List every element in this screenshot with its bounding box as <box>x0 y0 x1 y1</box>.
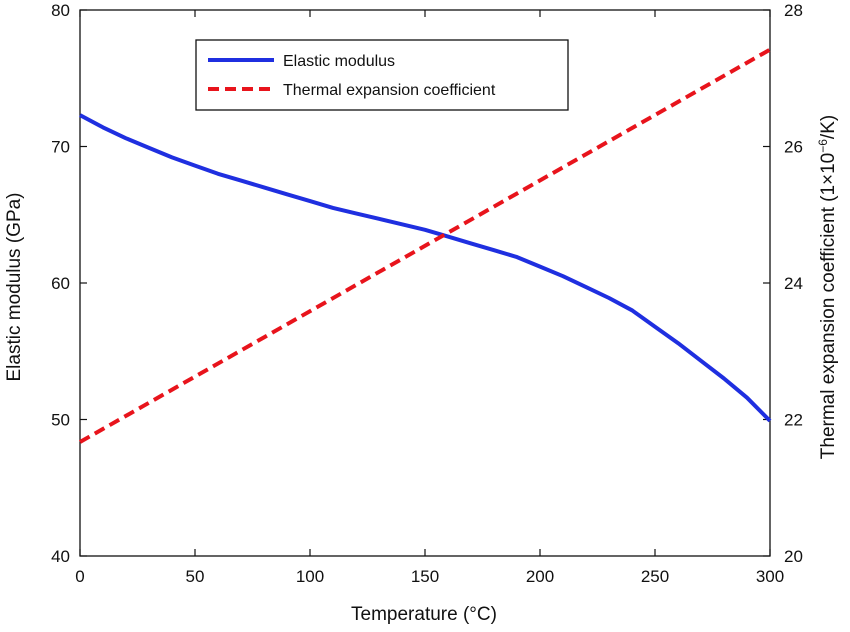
legend-label-elastic-modulus: Elastic modulus <box>283 53 395 70</box>
legend-label-thermal-expansion: Thermal expansion coefficient <box>283 82 496 99</box>
right-y-tick-label: 24 <box>784 274 803 293</box>
x-tick-label: 0 <box>75 567 84 586</box>
x-tick-label: 100 <box>296 567 324 586</box>
x-tick-label: 150 <box>411 567 439 586</box>
right-y-axis-title-superscript: −6 <box>816 139 830 153</box>
x-axis-title: Temperature (°C) <box>351 604 497 625</box>
left-y-axis-title: Elastic modulus (GPa) <box>4 192 25 381</box>
right-y-axis-title: Thermal expansion coefficient (1×10−6/K) <box>816 115 839 459</box>
left-y-tick-label: 40 <box>51 547 70 566</box>
left-y-tick-label: 50 <box>51 411 70 430</box>
left-y-tick-label: 80 <box>51 1 70 20</box>
legend: Elastic modulus Thermal expansion coeffi… <box>195 39 569 111</box>
right-y-tick-label: 20 <box>784 547 803 566</box>
x-tick-label: 250 <box>641 567 669 586</box>
right-y-tick-label: 28 <box>784 1 803 20</box>
legend-box <box>195 39 569 111</box>
right-y-tick-label: 26 <box>784 138 803 157</box>
series-layer <box>79 47 772 444</box>
right-y-axis: 20 22 24 26 28 <box>763 1 803 566</box>
series-line-elastic-modulus <box>79 113 772 423</box>
right-y-axis-title-suffix: /K) <box>818 115 839 139</box>
right-y-axis-title-main: Thermal expansion coefficient (1×10 <box>818 153 839 459</box>
left-y-axis: 40 50 60 70 80 <box>51 1 87 566</box>
x-tick-label: 50 <box>186 567 205 586</box>
x-axis: 0 50 100 150 200 250 300 <box>75 10 784 586</box>
x-tick-label: 300 <box>756 567 784 586</box>
left-y-tick-label: 60 <box>51 274 70 293</box>
left-y-tick-label: 70 <box>51 138 70 157</box>
x-tick-label: 200 <box>526 567 554 586</box>
right-y-tick-label: 22 <box>784 411 803 430</box>
series-line-thermal-expansion-coefficient <box>79 47 771 444</box>
